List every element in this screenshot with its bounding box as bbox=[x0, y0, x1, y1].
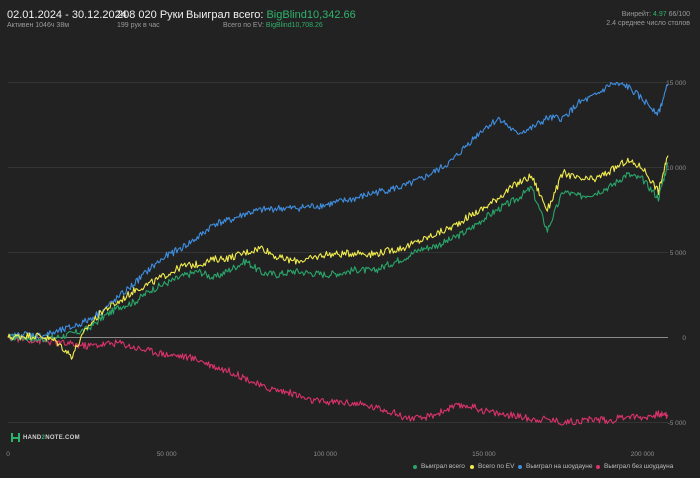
legend-label-showdown: Выиграл на шоудауне bbox=[526, 463, 593, 470]
y-tick-label-4: -5 000 bbox=[668, 420, 687, 427]
logo-text-2: 2 bbox=[41, 434, 46, 441]
winrate-label: Винрейт: bbox=[621, 11, 652, 18]
winrate: Винрейт: 4.97 66/100 bbox=[622, 11, 690, 18]
x-tick-label-2: 100 000 bbox=[314, 451, 338, 458]
avg-tables: 2.4 среднее число столов bbox=[606, 20, 690, 27]
hands-count: 208 020 Руки bbox=[117, 9, 184, 21]
x-tick-label-1: 50 000 bbox=[157, 451, 177, 458]
legend-dot-showdown bbox=[518, 464, 522, 469]
winrate-value: 4.97 bbox=[653, 11, 667, 18]
hands-per-hour: 199 рук в час bbox=[117, 22, 160, 29]
won-total: Выиграл всего: BigBlind10,342.66 bbox=[186, 9, 356, 21]
y-tick-label-3: 0 bbox=[682, 335, 686, 342]
series-line-1 bbox=[7, 155, 669, 360]
ev-total-label: Всего по EV: bbox=[223, 22, 264, 29]
legend-label-ev: Всего по EV bbox=[478, 463, 515, 470]
active-time: Активен 1046ч 38м bbox=[7, 22, 70, 29]
stats-header: 02.01.2024 - 30.12.2024 Активен 1046ч 38… bbox=[0, 0, 700, 40]
x-tick-label-4: 200 000 bbox=[631, 451, 655, 458]
legend-label-nonshowdown: Выиграл без шоудауна bbox=[604, 463, 674, 470]
ev-total-value: BigBlind10,708.26 bbox=[265, 22, 323, 29]
series-line-3 bbox=[7, 333, 669, 426]
ev-total: Всего по EV: BigBlind10,708.26 bbox=[223, 22, 323, 29]
legend-dot-ev bbox=[470, 464, 474, 469]
series-line-0 bbox=[7, 162, 669, 343]
legend-label-won: Выиграл всего bbox=[421, 463, 465, 470]
legend-item-nonshowdown[interactable]: Выиграл без шоудауна bbox=[596, 463, 673, 470]
legend-item-showdown[interactable]: Выиграл на шоудауне bbox=[518, 463, 592, 470]
y-tick-label-1: 10 000 bbox=[666, 165, 686, 172]
y-tick-label-2: 5 000 bbox=[670, 250, 687, 257]
legend-dot-won bbox=[413, 464, 417, 469]
y-tick-label-0: 15 000 bbox=[666, 80, 686, 87]
legend-item-ev[interactable]: Всего по EV bbox=[470, 463, 514, 470]
won-total-value: BigBlind10,342.66 bbox=[266, 9, 356, 21]
logo-text-3: NOTE.COM bbox=[45, 434, 80, 441]
logo-text-1: HAND bbox=[23, 434, 42, 441]
legend-dot-nonshowdown bbox=[596, 464, 600, 469]
winrate-rest: 66/100 bbox=[668, 11, 690, 18]
series-line-2 bbox=[7, 81, 669, 341]
chart-legend: Выиграл всего Всего по EV Выиграл на шоу… bbox=[0, 463, 700, 475]
date-range[interactable]: 02.01.2024 - 30.12.2024 bbox=[7, 9, 127, 21]
logo-icon bbox=[11, 433, 20, 442]
legend-item-won[interactable]: Выиграл всего bbox=[413, 463, 465, 470]
hand2note-logo: HAND 2 NOTE.COM bbox=[11, 433, 80, 442]
x-tick-label-0: 0 bbox=[6, 451, 10, 458]
won-total-label: Выиграл всего: bbox=[186, 9, 264, 21]
x-tick-label-3: 150 000 bbox=[472, 451, 496, 458]
